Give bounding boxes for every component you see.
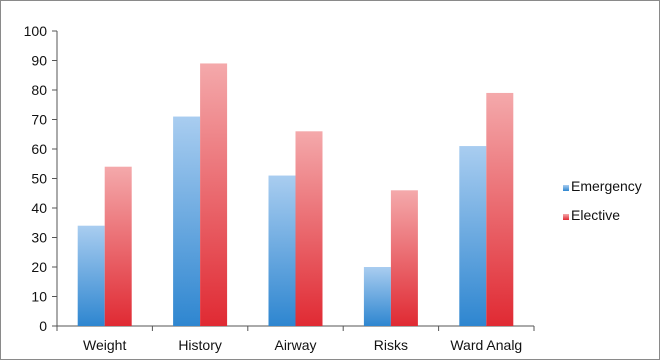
y-tick-label: 20 bbox=[31, 259, 47, 275]
x-category-label: Airway bbox=[274, 337, 316, 353]
x-category-label: Ward Analg bbox=[450, 337, 522, 353]
x-category-label: Risks bbox=[374, 337, 408, 353]
y-tick-label: 80 bbox=[31, 82, 47, 98]
bar-elective-risks bbox=[390, 190, 418, 326]
bar-elective-history bbox=[200, 63, 228, 326]
y-tick-label: 0 bbox=[39, 318, 47, 334]
legend-swatch-emergency bbox=[563, 185, 569, 191]
x-category-label: Weight bbox=[83, 337, 126, 353]
axes: 0 10 20 30 40 50 60 70 80 90 100 Weight History Airwa… bbox=[24, 23, 535, 353]
y-tick-label: 60 bbox=[31, 141, 47, 157]
legend-label-emergency: Emergency bbox=[571, 178, 642, 194]
y-tick-label: 50 bbox=[31, 171, 47, 187]
bar-elective-ward-analg bbox=[486, 92, 514, 326]
y-tick-label: 30 bbox=[31, 230, 47, 246]
legend: Emergency Elective bbox=[563, 178, 642, 223]
legend-label-elective: Elective bbox=[571, 207, 620, 223]
bars bbox=[77, 63, 514, 326]
y-tick-label: 40 bbox=[31, 200, 47, 216]
bar-emergency-history bbox=[173, 116, 201, 326]
bar-emergency-ward-analg bbox=[459, 146, 487, 326]
y-tick-label: 70 bbox=[31, 112, 47, 128]
x-category-label: History bbox=[178, 337, 222, 353]
y-tick-label: 100 bbox=[24, 23, 48, 39]
legend-swatch-elective bbox=[563, 214, 569, 220]
bar-emergency-weight bbox=[77, 225, 105, 326]
bar-elective-weight bbox=[104, 166, 132, 326]
bar-emergency-risks bbox=[363, 267, 391, 326]
bar-elective-airway bbox=[295, 131, 323, 326]
y-tick-label: 90 bbox=[31, 53, 47, 69]
bar-emergency-airway bbox=[268, 175, 296, 326]
y-tick-label: 10 bbox=[31, 289, 47, 305]
